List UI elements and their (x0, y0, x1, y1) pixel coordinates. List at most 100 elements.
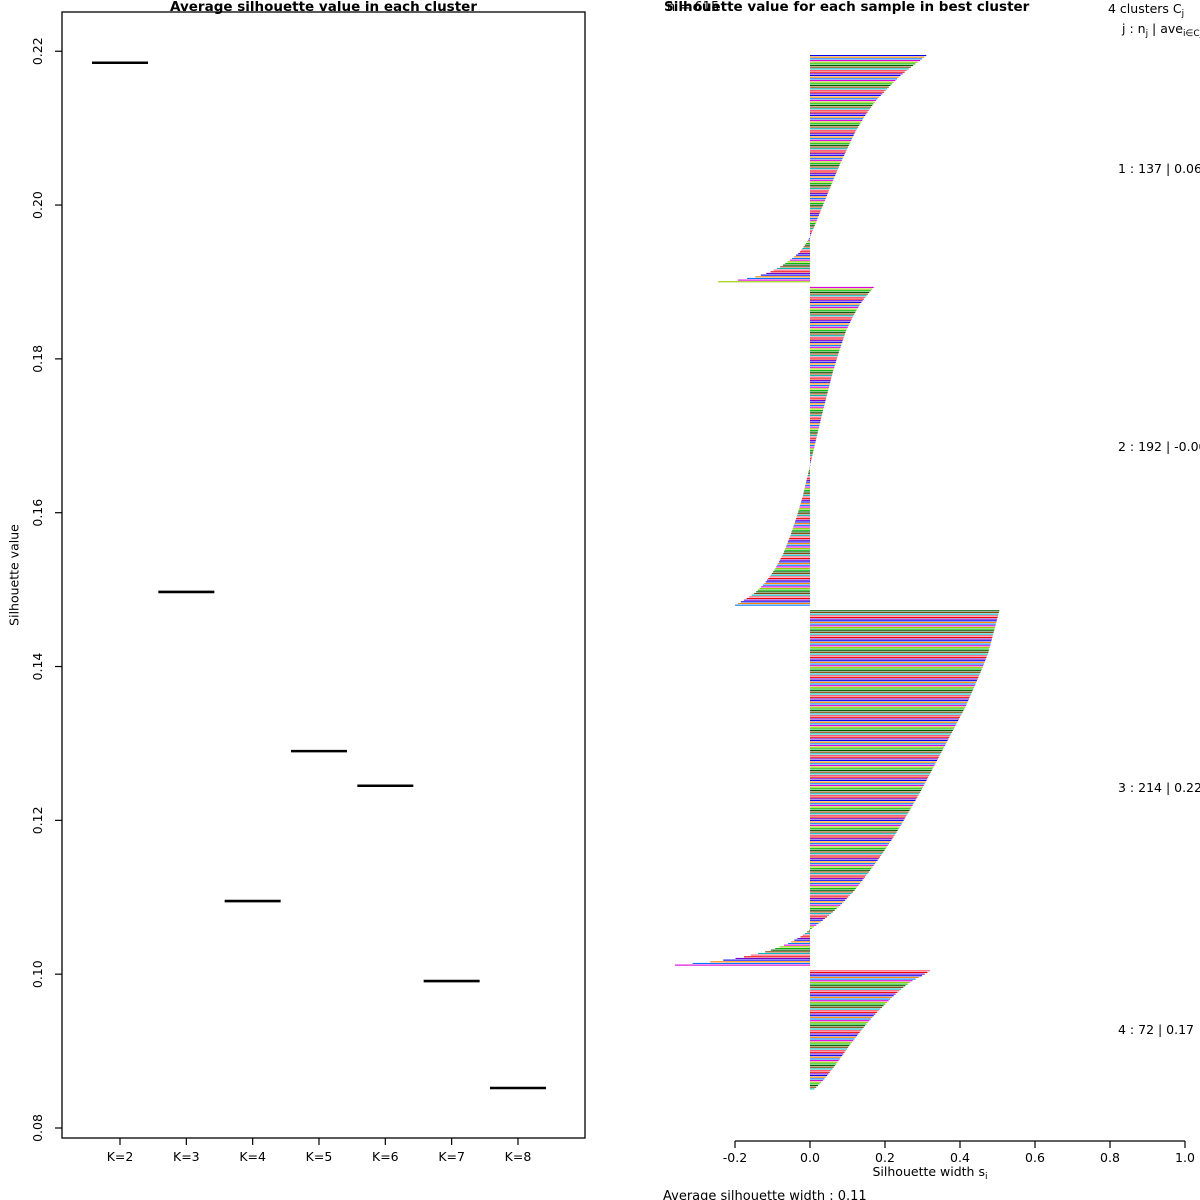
silhouette-bar (810, 761, 937, 763)
silhouette-bar (810, 919, 823, 921)
silhouette-bar (810, 819, 904, 821)
silhouette-bar (810, 764, 935, 767)
silhouette-bar (810, 809, 910, 811)
silhouette-bar (810, 458, 812, 460)
silhouette-bar (810, 429, 819, 432)
silhouette-bar (810, 336, 844, 338)
silhouette-bar (810, 368, 834, 370)
silhouette-bar (810, 799, 916, 801)
left-y-tick-label: 0.16 (30, 499, 45, 527)
silhouette-bar (810, 171, 837, 173)
silhouette-bar (810, 1080, 823, 1082)
left-plot-frame (61, 11, 586, 1139)
silhouette-bar (810, 213, 820, 215)
silhouette-bar (810, 166, 839, 168)
silhouette-bar (808, 237, 810, 240)
text-part: i (984, 1172, 988, 1183)
silhouette-bar (769, 576, 810, 578)
silhouette-bar (810, 303, 861, 305)
silhouette-bar (810, 138, 853, 140)
silhouette-bar (810, 335, 845, 337)
silhouette-bar (810, 55, 927, 57)
silhouette-bar (810, 363, 836, 365)
silhouette-bar (810, 641, 992, 643)
silhouette-bar (810, 741, 947, 743)
silhouette-bar (810, 198, 826, 200)
silhouette-bar (768, 577, 810, 580)
silhouette-bar (810, 126, 859, 128)
silhouette-bar (810, 1046, 849, 1048)
silhouette-bar (810, 1078, 825, 1080)
silhouette-bar (791, 533, 810, 535)
silhouette-bar (810, 650, 989, 652)
silhouette-bar (807, 931, 810, 933)
silhouette-bar (810, 636, 993, 638)
silhouette-bar (810, 234, 811, 236)
silhouette-bar (810, 83, 893, 85)
silhouette-bar (810, 899, 846, 901)
silhouette-bar (810, 808, 911, 810)
text-part: Silhouette width s (872, 1164, 985, 1179)
silhouette-bar (810, 879, 863, 881)
silhouette-bar (810, 886, 858, 888)
silhouette-bar (810, 864, 874, 866)
silhouette-bar (810, 766, 934, 768)
silhouette-bar (718, 281, 810, 283)
silhouette-bar (810, 310, 857, 312)
silhouette-bar (810, 796, 918, 798)
silhouette-bar (810, 333, 845, 335)
silhouette-bar (810, 626, 995, 628)
silhouette-bar (810, 643, 991, 645)
silhouette-bar (810, 453, 813, 455)
silhouette-bar (810, 898, 847, 900)
silhouette-bar (810, 173, 836, 175)
silhouette-bar (737, 279, 810, 281)
silhouette-bar (770, 949, 810, 951)
silhouette-bar (810, 663, 984, 665)
silhouette-bar (759, 587, 810, 590)
silhouette-bar (810, 406, 824, 408)
silhouette-bar (810, 841, 891, 843)
silhouette-bar (771, 572, 810, 575)
silhouette-bar (810, 323, 850, 325)
silhouette-bar (810, 783, 925, 785)
silhouette-bar (810, 348, 840, 350)
silhouette-bar (810, 386, 829, 388)
right-x-tick-label: -0.2 (723, 1150, 747, 1165)
silhouette-bar (810, 356, 838, 358)
silhouette-bar (810, 1053, 844, 1055)
left-chart-svg: 0.08 0.10 0.12 0.14 0.16 0.18 0.20 0.22 K=2 K=3 K=… (30, 11, 586, 1164)
silhouette-bar (810, 713, 962, 715)
silhouette-bar (810, 94, 881, 97)
left-y-axis-label: Silhouette value (6, 524, 22, 626)
silhouette-bar (810, 912, 831, 915)
silhouette-bar (810, 378, 832, 380)
silhouette-bar (810, 76, 899, 78)
silhouette-bar (810, 686, 975, 688)
silhouette-bar (775, 568, 810, 570)
silhouette-bar (810, 640, 992, 642)
silhouette-bar (810, 665, 984, 667)
silhouette-bar (810, 223, 816, 225)
silhouette-bar (810, 631, 994, 633)
silhouette-bar (810, 153, 845, 155)
right-x-tick-label: 0.8 (1100, 1150, 1120, 1165)
silhouette-bar (806, 481, 810, 483)
silhouette-bar (773, 269, 810, 271)
silhouette-bar (810, 229, 813, 231)
silhouette-bar (810, 159, 842, 161)
silhouette-bar (809, 468, 810, 470)
right-x-tick-label: 0.6 (1025, 1150, 1045, 1165)
silhouette-bar (810, 371, 833, 373)
silhouette-bar (810, 1005, 884, 1007)
silhouette-bar (810, 811, 909, 813)
silhouette-bar (810, 615, 999, 617)
silhouette-bar (810, 454, 813, 456)
silhouette-bar (810, 648, 990, 650)
silhouette-bar (810, 123, 861, 125)
silhouette-bar (810, 179, 834, 181)
silhouette-bar (810, 106, 872, 108)
silhouette-bar (801, 501, 810, 503)
silhouette-bar (810, 395, 827, 397)
silhouette-bar (810, 151, 846, 153)
